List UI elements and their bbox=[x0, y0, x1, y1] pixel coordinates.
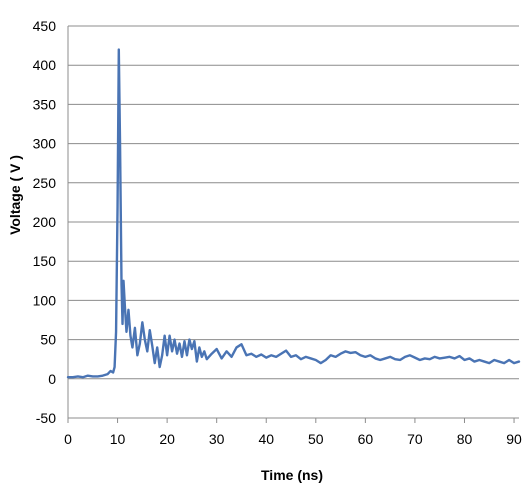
gridlines bbox=[68, 25, 519, 419]
x-tick-label: 90 bbox=[506, 431, 522, 447]
y-tick-label: -50 bbox=[36, 410, 56, 426]
tick-labels: -50 0 50 100 150 200 250 300 350 400 450 0 10 20 30 40 5… bbox=[33, 18, 522, 447]
x-tick-label: 80 bbox=[457, 431, 473, 447]
series-line-0 bbox=[66, 48, 521, 379]
y-tick-label: 400 bbox=[33, 57, 57, 73]
x-tick-label: 40 bbox=[258, 431, 274, 447]
x-tick-label: 70 bbox=[407, 431, 423, 447]
x-tick-label: 10 bbox=[110, 431, 126, 447]
x-tick-label: 30 bbox=[209, 431, 225, 447]
x-tick-label: 60 bbox=[358, 431, 374, 447]
y-axis-title: Voltage ( V ) bbox=[7, 155, 23, 235]
y-tick-label: 250 bbox=[33, 175, 57, 191]
y-tick-label: 300 bbox=[33, 136, 57, 152]
y-tick-label: 0 bbox=[48, 371, 56, 387]
x-tick-label: 0 bbox=[64, 431, 72, 447]
series-layer bbox=[66, 48, 521, 379]
y-tick-label: 350 bbox=[33, 96, 57, 112]
y-tick-label: 450 bbox=[33, 18, 57, 34]
axes bbox=[67, 26, 515, 423]
y-tick-label: 100 bbox=[33, 292, 57, 308]
y-tick-label: 50 bbox=[40, 332, 56, 348]
x-tick-label: 20 bbox=[159, 431, 175, 447]
x-tick-label: 50 bbox=[308, 431, 324, 447]
y-tick-label: 150 bbox=[33, 253, 57, 269]
y-tick-label: 200 bbox=[33, 214, 57, 230]
x-axis-title: Time (ns) bbox=[261, 467, 323, 483]
